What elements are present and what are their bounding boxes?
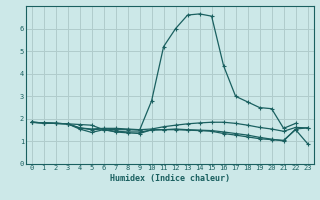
- X-axis label: Humidex (Indice chaleur): Humidex (Indice chaleur): [109, 174, 230, 183]
